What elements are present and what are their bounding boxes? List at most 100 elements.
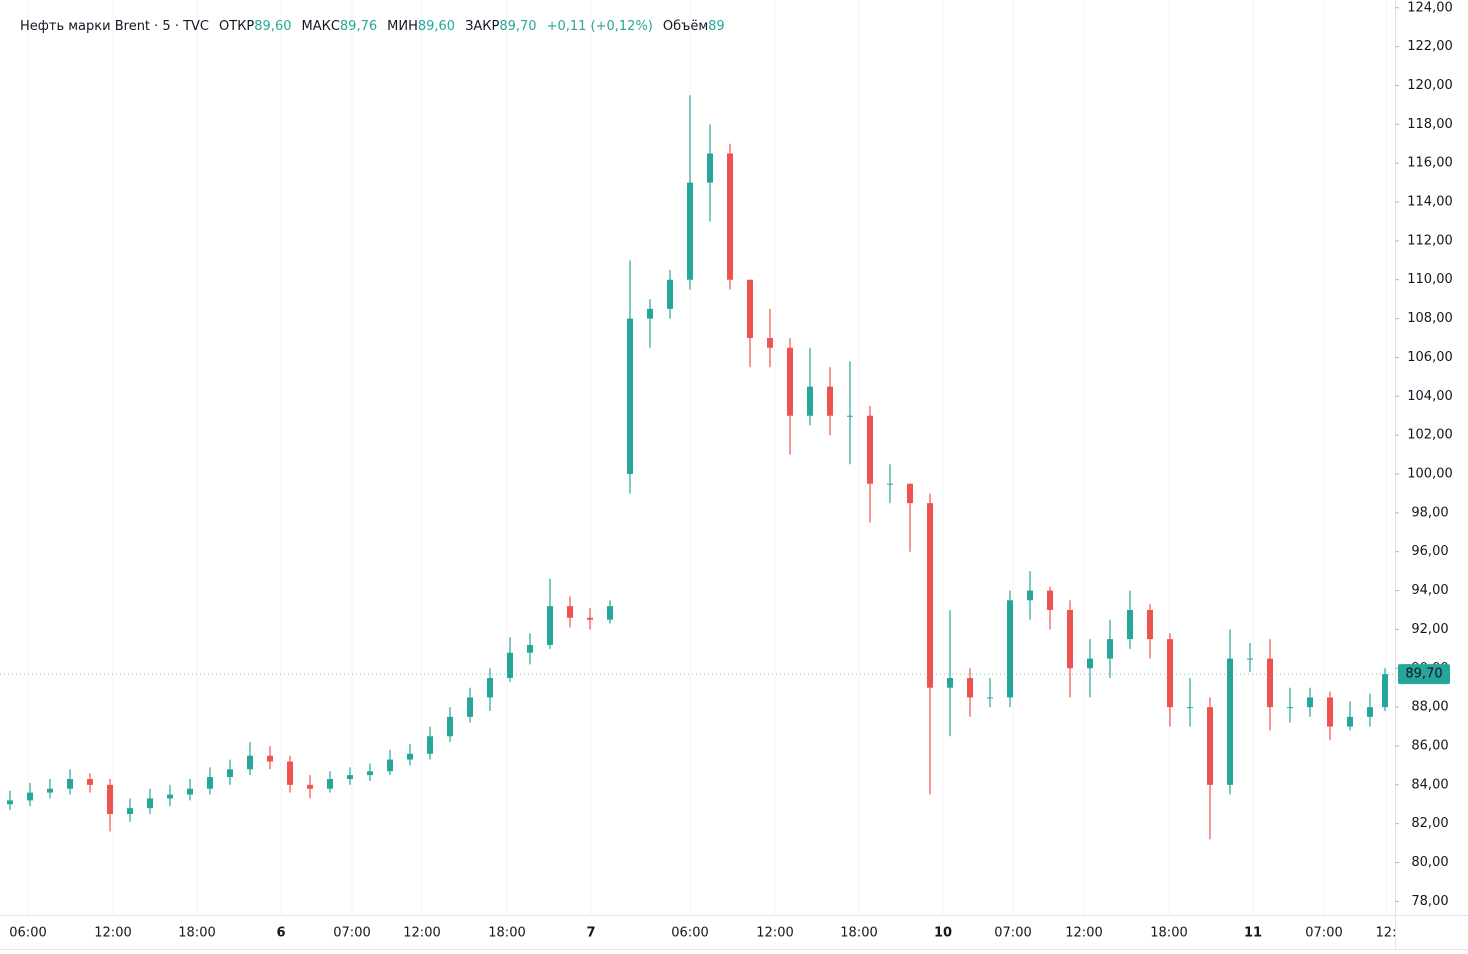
y-tick-label: 80,00	[1411, 855, 1448, 870]
y-tick-label: 116,00	[1407, 156, 1453, 171]
candle-body	[47, 788, 53, 793]
candle-body	[227, 769, 233, 778]
change: +0,11 (+0,12%)	[547, 19, 653, 34]
candles	[7, 95, 1388, 840]
candle-body	[967, 677, 973, 698]
x-tick-label: 06:00	[9, 926, 46, 941]
candle-body	[87, 779, 93, 785]
candle-body	[1127, 610, 1133, 640]
y-tick-label: 100,00	[1407, 467, 1453, 482]
candle-body	[147, 798, 153, 809]
legend-value: 89,60	[254, 19, 291, 34]
candle-body	[627, 318, 633, 475]
candle-body	[307, 784, 313, 789]
candle-body	[167, 794, 173, 799]
candle-body	[107, 784, 113, 814]
candle-body	[127, 808, 133, 814]
y-tick-label: 108,00	[1407, 311, 1453, 326]
y-tick-label: 96,00	[1411, 544, 1448, 559]
candle-body	[1107, 639, 1113, 659]
candle-body	[247, 755, 253, 770]
candle-body	[507, 652, 513, 678]
legend-value: 89,70	[499, 19, 536, 34]
candle-body	[1287, 707, 1293, 709]
candle-body	[1367, 707, 1373, 717]
candle-body	[647, 308, 653, 319]
x-tick-label: 11	[1244, 926, 1262, 941]
y-tick-label: 86,00	[1411, 738, 1448, 753]
candle-body	[787, 347, 793, 416]
volume-label: Объём	[663, 19, 708, 34]
candle-body	[667, 279, 673, 309]
candle-body	[1267, 658, 1273, 708]
candle-body	[207, 777, 213, 789]
candle-body	[607, 606, 613, 620]
x-tick-label: 07:00	[994, 926, 1031, 941]
candle-body	[267, 755, 273, 762]
candle-body	[187, 788, 193, 795]
candle-body	[767, 338, 773, 348]
volume: 89	[708, 19, 725, 34]
candle-body	[1347, 716, 1353, 727]
candle-body	[867, 415, 873, 484]
last-price-label: 89,70	[1405, 667, 1442, 682]
candle-body	[1067, 610, 1073, 669]
x-tick-label: 12:00	[1065, 926, 1102, 941]
x-tick-label: 6	[276, 926, 285, 941]
y-tick-label: 92,00	[1411, 622, 1448, 637]
candle-body	[467, 697, 473, 717]
candle-body	[1007, 600, 1013, 698]
x-tick-label: 18:00	[178, 926, 215, 941]
y-tick-label: 94,00	[1411, 583, 1448, 598]
candle-body	[407, 753, 413, 760]
candle-body	[847, 415, 853, 417]
candle-body	[707, 153, 713, 183]
candle-body	[567, 606, 573, 618]
y-tick-label: 84,00	[1411, 777, 1448, 792]
candle-body	[1227, 658, 1233, 785]
candle-body	[727, 153, 733, 280]
x-tick-label: 12:00	[403, 926, 440, 941]
legend-value: 89,60	[418, 19, 455, 34]
y-tick-label: 114,00	[1407, 195, 1453, 210]
legend-label: МАКС	[301, 19, 339, 34]
candle-body	[1247, 658, 1253, 660]
candle-body	[747, 279, 753, 339]
candle-body	[447, 716, 453, 737]
legend-label: ЗАКР	[465, 19, 499, 34]
y-tick-label: 120,00	[1407, 78, 1453, 93]
candle-body	[927, 503, 933, 688]
y-tick-label: 106,00	[1407, 350, 1453, 365]
candle-body	[887, 483, 893, 485]
y-tick-label: 82,00	[1411, 816, 1448, 831]
legend-value: 89,76	[340, 19, 377, 34]
last-price-tag	[1398, 664, 1450, 685]
y-tick-label: 112,00	[1407, 233, 1453, 248]
legend-label: МИН	[387, 19, 418, 34]
y-tick-label: 124,00	[1407, 0, 1453, 15]
candle-body	[547, 606, 553, 645]
candle-body	[27, 792, 33, 801]
candle-body	[1307, 697, 1313, 708]
candle-body	[527, 644, 533, 653]
candle-body	[1087, 658, 1093, 669]
candle-body	[1047, 590, 1053, 610]
candle-body	[827, 386, 833, 416]
candle-body	[1147, 610, 1153, 640]
candle-body	[587, 617, 593, 620]
y-tick-label: 110,00	[1407, 272, 1453, 287]
header: Нефть марки Brent · 5 · TVC ОТКР89,60 МАКС…	[20, 19, 725, 34]
x-tick-label: 7	[586, 926, 595, 941]
candle-body	[807, 386, 813, 416]
y-tick-label: 78,00	[1411, 894, 1448, 909]
candle-body	[287, 761, 293, 785]
candle-body	[387, 759, 393, 772]
title: Нефть марки Brent · 5 · TVC	[20, 19, 209, 34]
candle-body	[327, 779, 333, 789]
candle-body	[1327, 697, 1333, 727]
candle-body	[347, 775, 353, 780]
x-tick-label: 12:00	[94, 926, 131, 941]
